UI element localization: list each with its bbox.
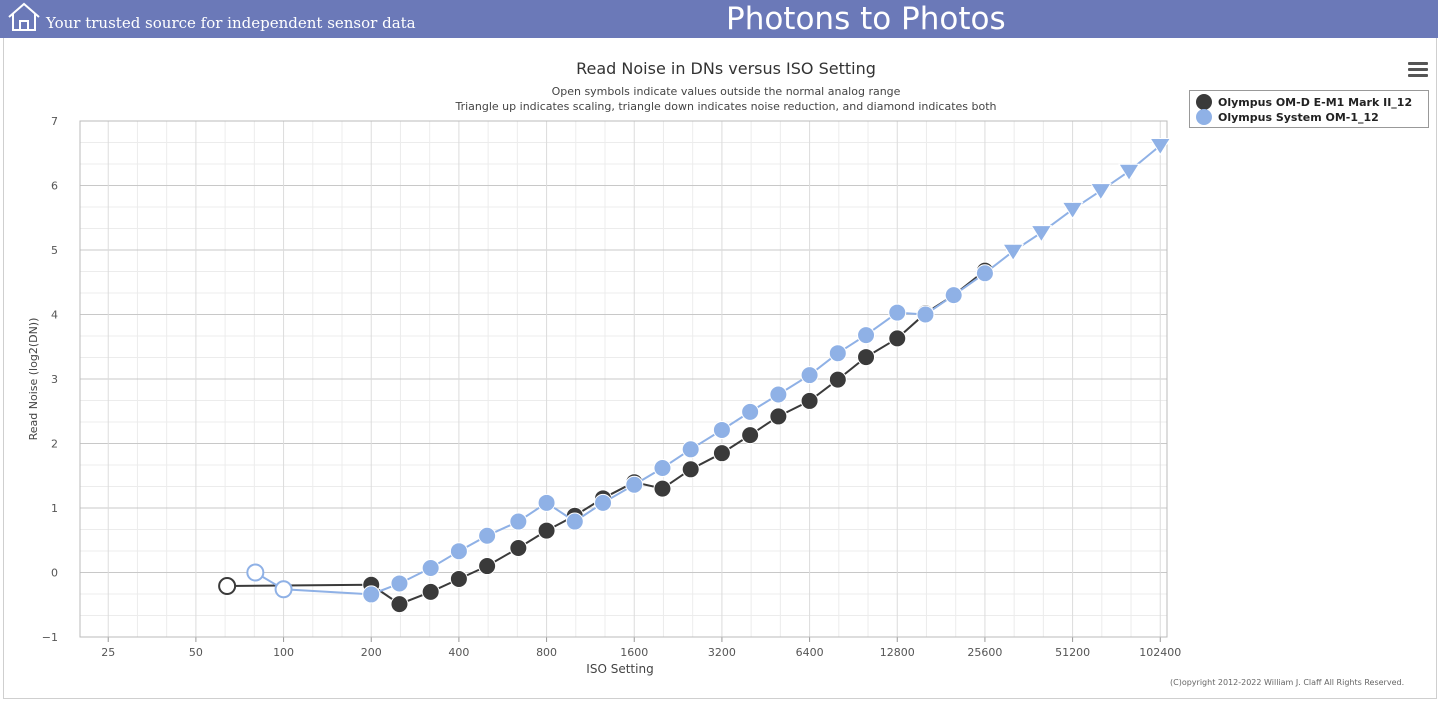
series-2 bbox=[246, 138, 1172, 604]
x-tick-label: 12800 bbox=[880, 646, 915, 659]
data-point bbox=[478, 526, 497, 545]
axes: −1 0 1 2 3 4 5 6 7 25 50 100 200 400 800 1600 3200 6400 12… bbox=[42, 115, 1181, 659]
x-tick-label: 25600 bbox=[967, 646, 1002, 659]
y-tick-label: 6 bbox=[51, 180, 58, 193]
data-point bbox=[537, 521, 556, 540]
y-axis-label: Read Noise (log2(DN)) bbox=[27, 318, 40, 441]
y-tick-label: 3 bbox=[51, 373, 58, 386]
data-point bbox=[944, 286, 963, 305]
y-tick-label: 7 bbox=[51, 115, 58, 128]
data-point bbox=[390, 574, 409, 593]
site-banner: Your trusted source for independent sens… bbox=[0, 0, 1438, 38]
data-point-triangle-down bbox=[1002, 243, 1025, 262]
data-point bbox=[888, 329, 907, 348]
y-tick-label: 0 bbox=[51, 567, 58, 580]
home-icon[interactable] bbox=[7, 2, 41, 32]
x-tick-label: 3200 bbox=[708, 646, 736, 659]
data-point-triangle-down bbox=[1149, 138, 1172, 156]
chart-container bbox=[3, 38, 1437, 699]
data-point-triangle-down bbox=[1118, 163, 1140, 182]
hamburger-menu-icon[interactable] bbox=[1408, 62, 1428, 80]
site-title[interactable]: Photons to Photos bbox=[726, 1, 1006, 37]
data-point bbox=[653, 459, 672, 478]
series-line bbox=[254, 144, 1161, 596]
x-tick-label: 102400 bbox=[1139, 646, 1181, 659]
data-point bbox=[828, 370, 847, 389]
data-point bbox=[888, 303, 907, 322]
data-point-triangle-down bbox=[1061, 201, 1084, 220]
x-tick-label: 51200 bbox=[1055, 646, 1090, 659]
chart-subtitle-line-1: Open symbols indicate values outside the… bbox=[552, 85, 901, 98]
data-point-open bbox=[246, 563, 265, 582]
data-point bbox=[681, 460, 700, 479]
data-point bbox=[975, 264, 994, 283]
legend-label: Olympus OM-D E-M1 Mark II_12 bbox=[1218, 96, 1413, 109]
data-point bbox=[653, 479, 672, 498]
legend-marker-dark bbox=[1196, 94, 1212, 110]
x-tick-label: 100 bbox=[273, 646, 294, 659]
data-point bbox=[857, 348, 876, 367]
x-tick-label: 25 bbox=[101, 646, 115, 659]
data-point bbox=[537, 493, 556, 512]
data-point bbox=[857, 326, 876, 345]
data-point-open bbox=[218, 577, 237, 596]
plot-area-border bbox=[79, 120, 1168, 638]
data-point bbox=[449, 542, 468, 561]
y-tick-label: 1 bbox=[51, 502, 58, 515]
grid-lines bbox=[80, 120, 1167, 638]
chart-legend: Olympus OM-D E-M1 Mark II_12 Olympus Sys… bbox=[1189, 90, 1429, 128]
x-tick-label: 400 bbox=[448, 646, 469, 659]
data-point-triangle-down bbox=[1030, 225, 1053, 243]
data-point-triangle-down bbox=[1089, 183, 1112, 201]
data-point bbox=[712, 444, 731, 463]
data-point bbox=[565, 512, 584, 531]
data-point bbox=[362, 585, 381, 604]
series-layer bbox=[218, 138, 1172, 614]
data-point bbox=[390, 595, 409, 614]
data-point bbox=[478, 557, 497, 576]
x-tick-label: 6400 bbox=[796, 646, 824, 659]
chart-subtitle-line-2: Triangle up indicates scaling, triangle … bbox=[454, 100, 996, 113]
data-point bbox=[421, 558, 440, 577]
site-tagline: Your trusted source for independent sens… bbox=[46, 14, 416, 32]
data-point bbox=[712, 420, 731, 439]
data-point bbox=[800, 391, 819, 410]
copyright-notice: (C)opyright 2012-2022 William J. Claff A… bbox=[1170, 678, 1405, 687]
y-tick-label: 4 bbox=[51, 309, 58, 322]
data-point bbox=[800, 366, 819, 385]
data-point bbox=[741, 426, 760, 445]
data-point bbox=[594, 493, 613, 512]
x-tick-label: 1600 bbox=[620, 646, 648, 659]
legend-label: Olympus System OM-1_12 bbox=[1218, 111, 1379, 124]
series-line bbox=[227, 269, 986, 606]
x-tick-label: 800 bbox=[536, 646, 557, 659]
chart-title: Read Noise in DNs versus ISO Setting bbox=[576, 59, 876, 78]
data-point bbox=[625, 475, 644, 494]
y-tick-label: 5 bbox=[51, 244, 58, 257]
data-point bbox=[449, 569, 468, 588]
data-point bbox=[681, 440, 700, 459]
y-tick-label: 2 bbox=[51, 438, 58, 451]
data-point bbox=[916, 305, 935, 324]
legend-marker-light bbox=[1196, 109, 1212, 125]
x-tick-label: 200 bbox=[361, 646, 382, 659]
data-point bbox=[828, 344, 847, 363]
data-point-open bbox=[274, 580, 293, 599]
data-point bbox=[769, 407, 788, 426]
x-axis-label: ISO Setting bbox=[586, 662, 653, 676]
data-point bbox=[769, 385, 788, 404]
y-tick-label: −1 bbox=[42, 631, 58, 644]
data-point bbox=[509, 512, 528, 531]
x-tick-label: 50 bbox=[189, 646, 203, 659]
data-point bbox=[509, 538, 528, 557]
data-point bbox=[741, 402, 760, 421]
data-point bbox=[421, 582, 440, 601]
